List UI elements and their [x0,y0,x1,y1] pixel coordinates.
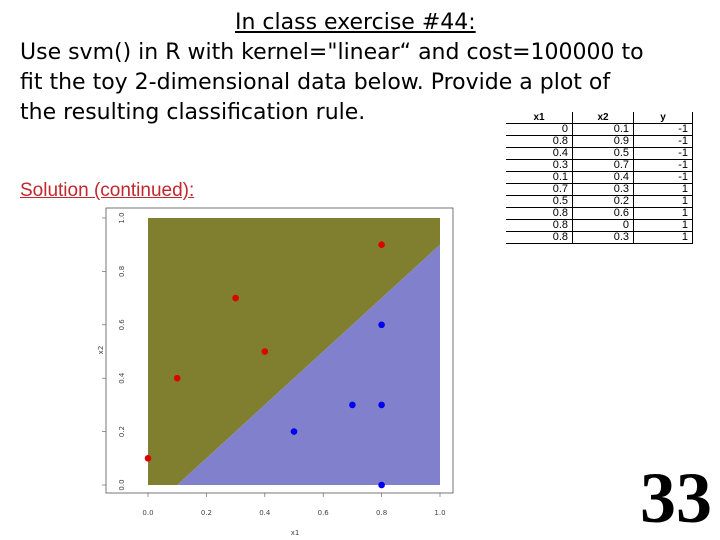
y-axis-tick-label: 0.6 [118,319,126,331]
positive-class-point [378,401,385,409]
table-cell: 1 [633,219,693,232]
x-axis-tick-label: 0.6 [318,509,330,517]
x-axis-tick-label: 0.0 [142,509,153,517]
plot-frame [105,207,454,494]
table-cell: 0.5 [572,147,634,160]
table-header-row: x1 x2 y [506,112,693,124]
table-cell: 0.8 [506,135,573,148]
negative-class-point [144,455,152,462]
y-axis-tick-label: 0.8 [118,266,126,277]
negative-class-point [232,294,239,302]
positive-class-point [290,428,298,435]
table-cell: -1 [633,159,693,172]
table-cell: 0.5 [506,195,573,208]
table-row: 0.4 0.5 -1 [506,147,693,160]
table-cell: 1 [633,207,693,220]
x-axis-label: x1 [291,529,300,537]
instruction-line-3: the resulting classification rule. [20,100,366,125]
table-cell: -1 [633,147,693,160]
y-axis-tick-label: 0.4 [118,372,126,384]
positive-class-point [378,321,385,329]
table-row: 0.5 0.2 1 [506,195,693,208]
table-row: 0.7 0.3 1 [506,183,693,196]
table-row: 0.8 0.3 1 [506,231,693,244]
table-cell: 0.6 [572,207,634,220]
table-cell: 0.3 [572,183,634,196]
table-cell: 0.4 [506,147,573,160]
table-cell: 0.7 [506,183,573,196]
svm-classification-plot: 0.0 0.2 0.4 0.6 0.8 1.0 0.0 0.2 0.4 0.6 0.8 1.0 x1 x2 [97,207,454,537]
solution-label: Solution (continued): [20,180,195,201]
table-cell: 0.3 [506,159,573,172]
negative-class-region [148,218,440,485]
y-axis-tick-label: 0.0 [118,479,126,490]
y-axis-tick-label: 1.0 [118,212,126,223]
table-cell: 1 [633,195,693,208]
instruction-line-1: Use svm() in R with kernel="linear“ and … [20,40,644,65]
table-header-y: y [633,112,693,124]
table-row: 0.8 0 1 [506,219,693,232]
table-cell: 1 [633,231,693,244]
slide-title: In class exercise #44: [235,10,476,35]
table-cell: 0.1 [506,171,573,184]
x-axis-tick-label: 0.8 [376,509,387,517]
table-cell: 0.7 [572,159,634,172]
table-cell: 0.8 [506,207,573,220]
table-header-x2: x2 [572,112,634,124]
table-cell: 0 [572,219,634,232]
data-table: x1 x2 y 0 0.1 -1 0.8 0.9 -1 0.4 0.5 -1 0.3 0.7-… [506,112,693,244]
table-row: 0.8 0.6 1 [506,207,693,220]
table-cell: 0.9 [572,135,634,148]
instruction-line-2: fit the toy 2-dimensional data below. Pr… [20,70,611,95]
table-cell: 1 [633,183,693,196]
table-cell: 0.1 [572,123,634,136]
table-cell: 0.2 [572,195,634,208]
y-axis-tick-label: 0.2 [118,426,126,437]
table-cell: 0.8 [506,231,573,244]
negative-class-point [261,348,269,355]
page-number: 33 [640,458,712,538]
x-axis-tick-label: 1.0 [434,509,445,517]
table-row: 0 0.1 -1 [506,123,693,136]
positive-class-point [349,401,356,409]
table-cell: 0.4 [572,171,634,184]
x-axis-tick-label: 0.4 [259,509,271,517]
table-header-x1: x1 [506,112,573,124]
table-cell: -1 [633,135,693,148]
table-cell: 0.8 [506,219,573,232]
negative-class-point [378,241,385,248]
table-row: 0.3 0.7 -1 [506,159,693,172]
y-axis-label: x2 [97,346,105,355]
table-row: 0.8 0.9 -1 [506,135,693,148]
table-cell: -1 [633,171,693,184]
table-cell: -1 [633,123,693,136]
table-row: 0.1 0.4 -1 [506,171,693,184]
table-cell: 0 [506,123,573,136]
positive-class-point [378,481,385,489]
table-cell: 0.3 [572,231,634,244]
x-axis-tick-label: 0.2 [201,509,212,517]
negative-class-point [173,374,181,382]
